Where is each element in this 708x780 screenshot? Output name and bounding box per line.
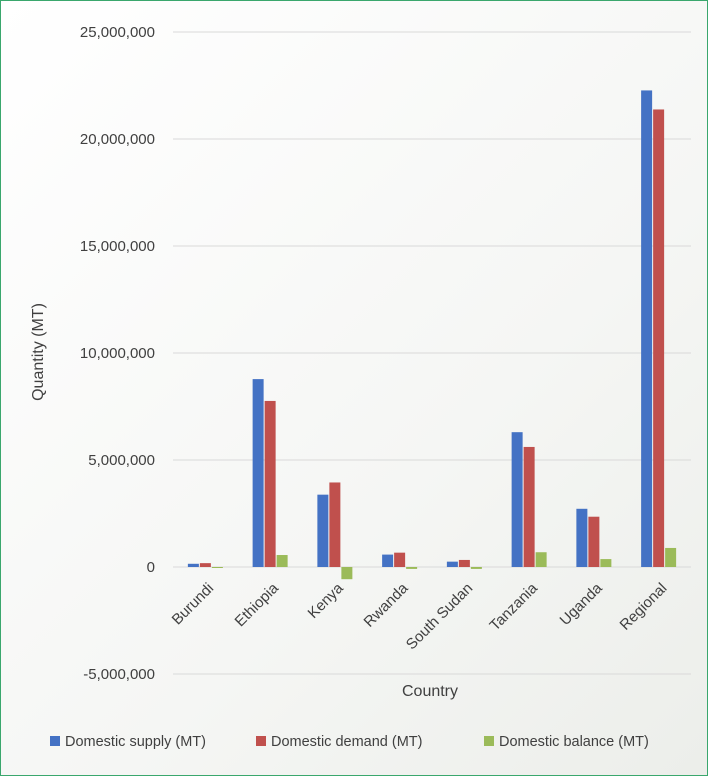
- x-tick-label: Rwanda: [361, 579, 412, 630]
- bar-5-2: [535, 552, 547, 567]
- bar-5-1: [523, 446, 535, 567]
- bar-5-0: [511, 432, 523, 567]
- y-tick-label: 5,000,000: [88, 452, 155, 469]
- bar-2-0: [317, 494, 329, 567]
- y-tick-label: 10,000,000: [80, 345, 155, 362]
- y-tick-label: 15,000,000: [80, 238, 155, 255]
- bars: [187, 90, 677, 580]
- y-tick-label: 25,000,000: [80, 24, 155, 41]
- bar-3-0: [382, 554, 394, 567]
- bar-7-0: [641, 90, 653, 567]
- bar-1-0: [252, 379, 264, 567]
- bar-3-1: [394, 552, 406, 567]
- x-tick-label: Burundi: [169, 580, 218, 629]
- bar-3-2: [406, 567, 418, 569]
- legend-label-0: Domestic supply (MT): [65, 734, 206, 750]
- bar-7-1: [653, 109, 665, 567]
- legend-label-2: Domestic balance (MT): [499, 734, 649, 750]
- y-axis-title: Quantity (MT): [30, 303, 47, 401]
- legend-swatch-1: [256, 736, 266, 746]
- y-tick-label: -5,000,000: [83, 666, 155, 683]
- bar-7-2: [665, 547, 677, 567]
- bar-6-1: [588, 516, 600, 567]
- bar-6-0: [576, 508, 588, 567]
- x-tick-label: Regional: [617, 580, 671, 634]
- bar-4-2: [470, 567, 482, 569]
- y-axis-ticks: -5,000,000 0 5,000,000 10,000,000 15,000,000…: [80, 24, 155, 683]
- gridlines: [173, 31, 691, 675]
- legend-label-1: Domestic demand (MT): [271, 734, 422, 750]
- x-tick-label: Uganda: [557, 579, 607, 629]
- bar-1-2: [276, 555, 288, 567]
- bar-1-1: [264, 400, 276, 567]
- bar-4-0: [446, 561, 458, 567]
- y-tick-label: 20,000,000: [80, 131, 155, 148]
- bar-4-1: [458, 559, 470, 567]
- legend-swatch-0: [50, 736, 60, 746]
- x-tick-label: Ethiopia: [232, 579, 283, 630]
- bar-2-2: [341, 567, 353, 580]
- bar-0-0: [187, 563, 199, 567]
- x-tick-label: Kenya: [305, 579, 348, 622]
- legend-swatch-2: [484, 736, 494, 746]
- bar-0-1: [199, 563, 211, 567]
- x-tick-label: South Sudan: [403, 580, 476, 653]
- legend: Domestic supply (MT) Domestic demand (MT)…: [50, 734, 649, 750]
- x-axis-title: Country: [402, 683, 458, 700]
- x-tick-label: Tanzania: [486, 579, 541, 634]
- y-tick-label: 0: [147, 559, 155, 576]
- bar-0-2: [211, 567, 223, 568]
- bar-6-2: [600, 559, 612, 567]
- bar-2-1: [329, 482, 341, 567]
